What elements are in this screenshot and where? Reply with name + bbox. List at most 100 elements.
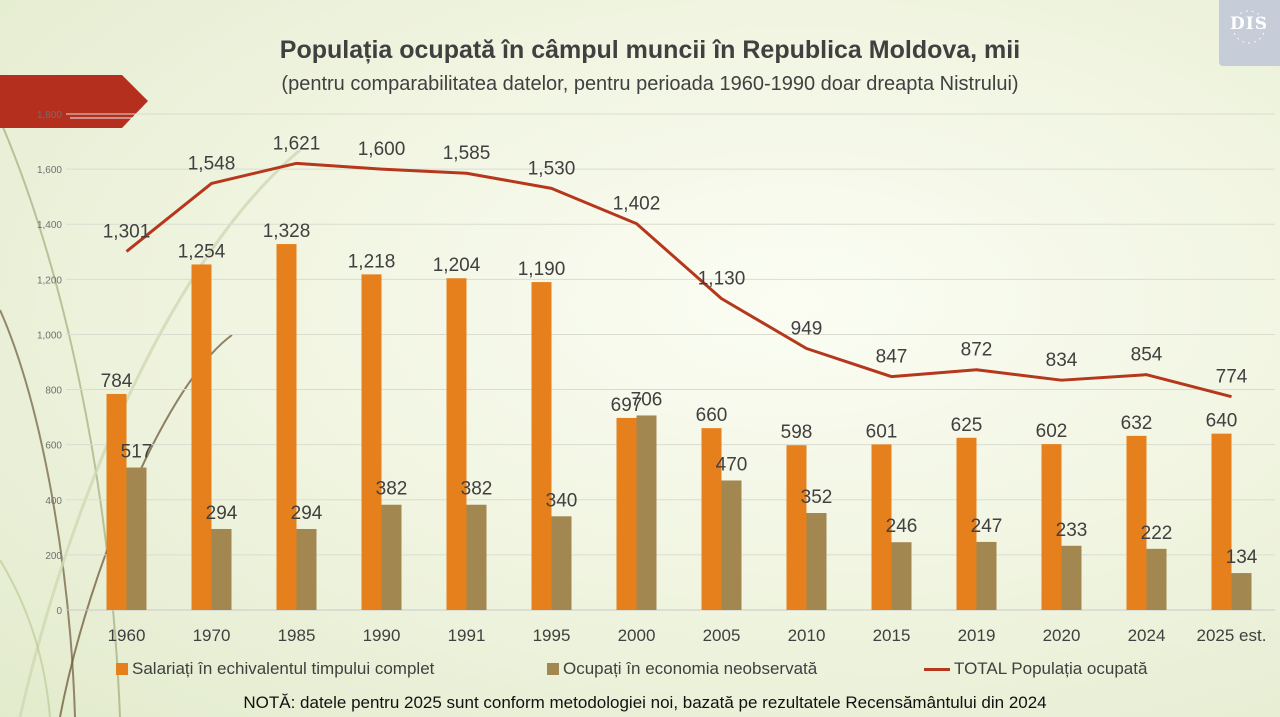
data-label-salariati: 1,190 [518, 259, 566, 280]
data-label-salariati: 598 [781, 422, 813, 443]
bar-neobservata [211, 528, 232, 610]
bar-neobservata [976, 541, 997, 610]
logo: DIS [1219, 0, 1280, 66]
data-label-neobservata: 340 [546, 490, 578, 511]
x-tick-label: 1991 [448, 626, 486, 645]
y-tick-label: 800 [45, 386, 62, 397]
bar-salariati [616, 417, 637, 610]
x-tick-label: 2020 [1043, 626, 1081, 645]
data-label-total: 949 [791, 318, 823, 339]
data-label-neobservata: 247 [971, 516, 1003, 537]
bar-neobservata [636, 415, 657, 610]
decorative-curve [0, 309, 76, 717]
y-axis: 0 200 400 600 800 1,000 1,200 1,400 1,600 1,800 [37, 110, 62, 617]
bar-salariati [191, 264, 212, 610]
data-label-neobservata: 517 [121, 442, 153, 463]
bar-neobservata [891, 542, 912, 610]
line-total [125, 161, 1232, 399]
x-tick-label: 2024 [1128, 626, 1166, 645]
data-label-neobservata: 294 [291, 503, 323, 524]
x-tick-label: 2000 [618, 626, 656, 645]
legend-item-neobservata: Ocupați în economia neobservată [547, 658, 817, 680]
x-tick-label: 2025 est. [1197, 626, 1267, 645]
bar-salariati [786, 445, 807, 610]
data-label-total: 872 [961, 340, 993, 361]
data-label-salariati: 697 [611, 395, 643, 416]
legend-item-total: TOTAL Populația ocupată [924, 658, 1147, 680]
grid-lines [66, 113, 1275, 611]
bar-salariati [1126, 435, 1147, 610]
y-tick-label: 200 [45, 551, 62, 562]
x-axis: 1960 1970 1985 1990 1991 1995 2000 2005 2010 2015… [108, 626, 1267, 645]
bars [106, 244, 1252, 610]
data-label-salariati: 784 [101, 371, 133, 392]
x-tick-label: 2015 [873, 626, 911, 645]
legend-swatch-salariati [116, 663, 128, 675]
data-label-salariati: 1,328 [263, 221, 311, 242]
bar-neobservata [1146, 548, 1167, 610]
data-label-total: 854 [1131, 345, 1163, 366]
data-label-salariati: 660 [696, 405, 728, 426]
data-label-total: 1,585 [443, 143, 491, 164]
bar-salariati [1211, 433, 1232, 610]
data-label-salariati: 1,204 [433, 255, 481, 276]
data-label-total: 774 [1216, 367, 1248, 388]
chart-subtitle: (pentru comparabilitatea datelor, pentru… [281, 73, 1019, 95]
data-label-neobservata: 706 [631, 389, 663, 410]
data-label-neobservata: 382 [376, 479, 408, 500]
y-tick-label: 1,800 [37, 110, 62, 121]
bar-salariati [871, 444, 892, 610]
data-label-total: 1,301 [103, 222, 151, 243]
data-label-total: 1,130 [698, 269, 746, 290]
chart-note: NOTĂ: datele pentru 2025 sunt conform me… [243, 693, 1047, 712]
data-label-neobservata: 233 [1056, 520, 1088, 541]
x-tick-label: 2005 [703, 626, 741, 645]
red-arrow-banner [0, 75, 148, 128]
bar-neobservata [466, 504, 487, 610]
x-tick-label: 1960 [108, 626, 146, 645]
data-label-salariati: 1,218 [348, 251, 396, 272]
bar-neobservata [721, 480, 742, 610]
data-label-neobservata: 222 [1141, 523, 1173, 544]
decorative-curve [0, 559, 51, 717]
legend-label-neobservata: Ocupați în economia neobservată [563, 659, 818, 678]
bar-salariati [701, 428, 722, 610]
x-tick-label: 1995 [533, 626, 571, 645]
legend-swatch-neobservata [547, 663, 559, 675]
value-labels: 784 517 1,254 294 1,328 294 1,218 382 1,204 382 1,… [101, 133, 1258, 568]
x-tick-label: 2019 [958, 626, 996, 645]
bar-neobservata [1061, 545, 1082, 610]
bar-salariati [531, 282, 552, 610]
data-label-salariati: 602 [1036, 421, 1068, 442]
data-label-total: 1,548 [188, 153, 236, 174]
logo-text: DIS [1230, 14, 1268, 34]
y-tick-label: 1,000 [37, 330, 62, 341]
data-label-total: 1,402 [613, 194, 661, 215]
bar-neobservata [551, 516, 572, 610]
legend-item-salariati: Salariați în echivalentul timpului compl… [116, 658, 434, 680]
decorative-curve [0, 119, 121, 717]
x-tick-label: 1990 [363, 626, 401, 645]
bar-salariati [1041, 444, 1062, 610]
y-tick-label: 0 [56, 606, 62, 617]
total-line [125, 161, 1232, 399]
data-label-total: 1,530 [528, 158, 576, 179]
data-label-salariati: 1,254 [178, 241, 226, 262]
y-tick-label: 1,200 [37, 275, 62, 286]
bar-salariati [276, 244, 297, 610]
data-label-neobservata: 382 [461, 479, 493, 500]
data-label-neobservata: 134 [1226, 547, 1258, 568]
data-label-total: 834 [1046, 350, 1078, 371]
decorative-curve [18, 148, 301, 717]
bar-salariati [106, 393, 127, 610]
data-label-neobservata: 294 [206, 503, 238, 524]
x-tick-label: 1985 [278, 626, 316, 645]
x-tick-label: 1970 [193, 626, 231, 645]
bar-neobservata [126, 467, 147, 610]
data-label-neobservata: 246 [886, 516, 918, 537]
data-label-total: 847 [876, 347, 908, 368]
data-label-salariati: 632 [1121, 413, 1153, 434]
data-label-salariati: 640 [1206, 411, 1238, 432]
x-tick-label: 2010 [788, 626, 826, 645]
